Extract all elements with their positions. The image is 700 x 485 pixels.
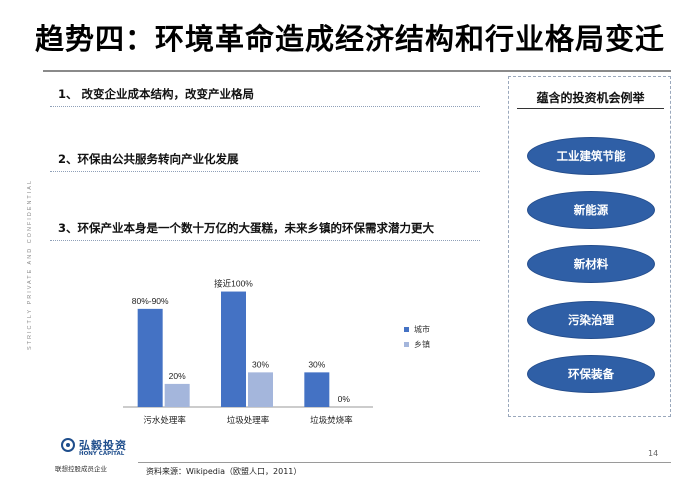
page-number: 14	[648, 449, 659, 458]
data-label-rural-1: 30%	[252, 359, 269, 369]
legend-label-1: 乡镇	[414, 339, 430, 349]
data-label-rural-2: 0%	[338, 394, 351, 404]
investment-opportunities-panel: 蕴含的投资机会例举 工业建筑节能 新能源 新材料 污染治理 环保装备	[508, 76, 671, 417]
panel-title: 蕴含的投资机会例举	[536, 91, 645, 105]
source-note: 资料来源：Wikipedia（欧盟人口，2011）	[146, 467, 302, 476]
opportunity-pollution-control: 污染治理	[527, 301, 655, 339]
point-2: 2、环保由公共服务转向产业化发展	[58, 152, 239, 166]
point-1: 1、 改变企业成本结构，改变产业格局	[58, 87, 255, 101]
point-1-divider	[50, 106, 480, 107]
category-label-2: 垃圾焚烧率	[310, 415, 353, 426]
slide-title: 趋势四：环境革命造成经济结构和行业格局变迁	[34, 22, 665, 56]
logo-name-en: HONY CAPITAL	[79, 451, 125, 457]
confidential-side-text: STRICTLY PRIVATE AND CONFIDENTIAL	[27, 178, 33, 350]
category-label-1: 垃圾处理率	[227, 415, 270, 426]
environment-rates-chart: 80%-90% 20% 污水处理率 接近100% 30% 垃圾处理率 30% 0% 垃圾焚烧率 城…	[123, 279, 430, 426]
opportunity-new-energy: 新能源	[527, 191, 655, 229]
point-3-divider	[50, 240, 480, 241]
bar-rural-0	[164, 383, 190, 407]
title-divider	[43, 70, 671, 72]
opportunity-environmental-equipment: 环保装备	[527, 355, 655, 393]
logo-subtitle: 联想控股成员企业	[55, 465, 107, 473]
hony-capital-logo: 弘毅投资 HONY CAPITAL 联想控股成员企业	[55, 436, 135, 473]
data-label-urban-2: 30%	[308, 359, 325, 369]
logo-name-cn: 弘毅投资	[79, 439, 127, 452]
point-3: 3、环保产业本身是一个数十万亿的大蛋糕，未来乡镇的环保需求潜力更大	[58, 221, 434, 235]
legend-swatch-0	[404, 327, 409, 332]
category-label-0: 污水处理率	[143, 415, 186, 426]
bar-urban-2	[304, 372, 330, 407]
opportunity-industrial-building-energy-saving: 工业建筑节能	[527, 137, 655, 175]
data-label-urban-1: 接近100%	[214, 279, 253, 289]
point-2-divider	[50, 171, 480, 172]
logo-mark-icon	[61, 438, 75, 452]
footer-divider	[138, 462, 671, 463]
legend-label-0: 城市	[414, 324, 430, 334]
bar-urban-0	[137, 308, 163, 407]
data-label-urban-0: 80%-90%	[132, 296, 169, 306]
data-label-rural-0: 20%	[169, 371, 186, 381]
panel-title-underline	[517, 108, 664, 109]
bar-urban-1	[221, 291, 246, 407]
opportunity-new-materials: 新材料	[527, 245, 655, 283]
legend-swatch-1	[404, 342, 409, 347]
bar-rural-1	[248, 372, 273, 407]
